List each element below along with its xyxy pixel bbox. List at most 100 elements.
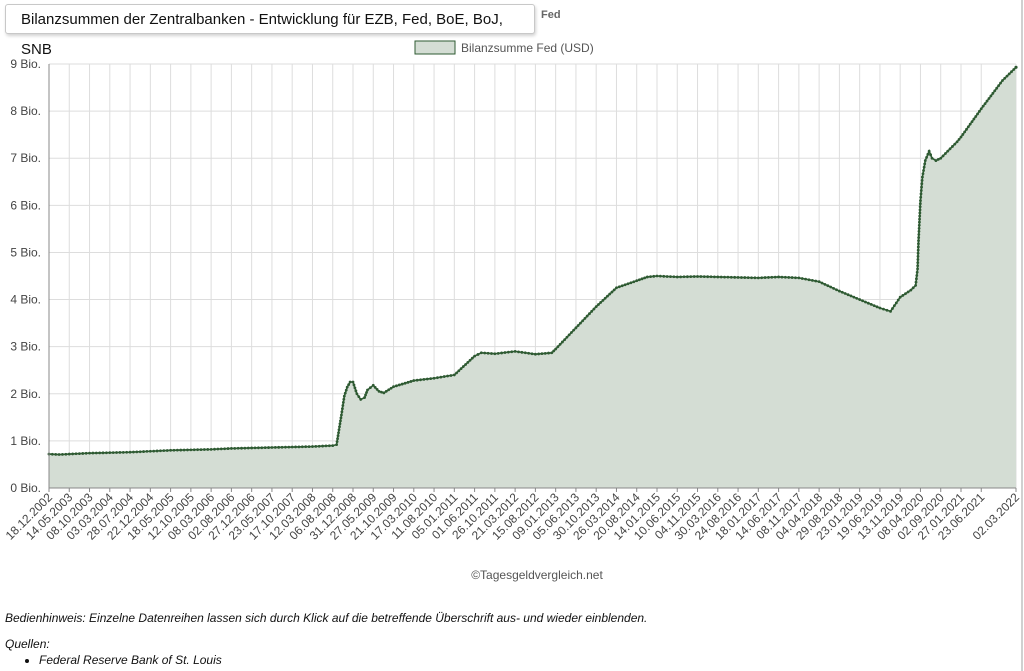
series-point: [846, 293, 850, 297]
series-point: [916, 251, 920, 255]
series-point: [365, 391, 368, 394]
legend[interactable]: Bilanzsumme Fed (USD): [414, 40, 594, 55]
series-point: [750, 276, 753, 280]
series-point: [985, 99, 989, 103]
series-point: [632, 280, 636, 284]
series-point: [917, 242, 920, 246]
legend-label: Bilanzsumme Fed (USD): [461, 41, 594, 55]
series-point: [911, 286, 915, 290]
series-point: [930, 156, 934, 160]
series-point: [814, 279, 818, 283]
series-point: [615, 286, 618, 290]
series-point: [422, 378, 426, 381]
series-point: [832, 286, 836, 290]
series-point: [354, 389, 358, 393]
series-point: [1001, 79, 1004, 82]
series-point: [916, 267, 919, 271]
series-point: [979, 107, 983, 111]
series-point: [675, 275, 679, 279]
series-point: [658, 274, 662, 278]
series-point: [397, 383, 401, 387]
series-point: [468, 358, 472, 362]
series-point: [223, 447, 227, 451]
series-point: [348, 380, 352, 384]
series-point: [777, 275, 780, 279]
series-point: [321, 444, 324, 448]
series-point: [565, 335, 569, 339]
series-point: [517, 350, 520, 354]
series-point: [594, 305, 598, 309]
y-tick-label: 0 Bio.: [10, 481, 41, 495]
series-point: [916, 254, 920, 258]
legend-item[interactable]: Bilanzsumme Fed (USD): [414, 40, 594, 55]
series-point: [626, 282, 630, 286]
series-point: [685, 275, 689, 279]
series-point: [94, 451, 98, 455]
series-point: [425, 377, 429, 381]
series-point: [794, 276, 797, 280]
series-point: [229, 447, 233, 450]
series-point: [773, 275, 777, 279]
sources-list: Federal Reserve Bank of St. Louis: [0, 652, 222, 668]
series-point: [395, 384, 398, 388]
series-point: [893, 304, 896, 308]
series-point: [172, 448, 176, 452]
series-point: [800, 277, 804, 280]
series-point: [995, 86, 999, 90]
series-point: [50, 452, 54, 456]
series-point: [520, 350, 524, 354]
tab-chart-title[interactable]: Bilanzsummen der Zentralbanken - Entwick…: [5, 4, 535, 58]
series-point: [597, 303, 600, 306]
series-point: [783, 275, 787, 279]
series-point: [294, 445, 297, 449]
series-point: [946, 149, 950, 153]
series-point: [756, 276, 760, 280]
series-point: [340, 407, 344, 411]
series-point: [503, 351, 507, 354]
series-point: [389, 386, 393, 390]
series-point: [54, 452, 58, 456]
chart: 0 Bio. 1 Bio. 2 Bio. 3 Bio. 4 Bio. 5 Bio. 6 Bi…: [3, 40, 1022, 582]
series-point: [336, 437, 339, 441]
series-point: [415, 378, 419, 382]
series-point: [588, 312, 591, 316]
series-point: [105, 451, 108, 455]
series-point: [317, 444, 321, 448]
series-point: [866, 301, 870, 305]
series-point: [983, 102, 987, 106]
series-point: [617, 285, 621, 289]
y-tick-label: 5 Bio.: [10, 245, 41, 259]
series-point: [533, 352, 537, 356]
y-tick-label: 4 Bio.: [10, 293, 41, 307]
series-point: [993, 89, 997, 93]
series-point: [974, 115, 978, 118]
series-point: [643, 276, 647, 280]
series-point: [219, 447, 223, 451]
series-point: [696, 275, 699, 278]
series-point: [916, 264, 920, 268]
series-point: [267, 446, 270, 449]
series-point: [889, 309, 892, 313]
series-point: [165, 449, 169, 452]
series-point: [91, 451, 95, 455]
series-point: [341, 404, 345, 407]
series-point: [464, 363, 467, 366]
series-point: [919, 189, 923, 192]
series-point: [736, 276, 740, 279]
series-point: [923, 162, 927, 166]
series-point: [760, 276, 764, 280]
series-point: [199, 448, 203, 452]
series-point: [729, 275, 733, 279]
series-point: [243, 446, 247, 450]
series-point: [284, 445, 287, 449]
series-point: [486, 351, 490, 355]
series-point: [81, 452, 85, 455]
series-point: [118, 451, 122, 454]
tab-fed-fragment[interactable]: Fed: [541, 9, 561, 21]
series-point: [916, 245, 920, 249]
series-point: [563, 338, 567, 341]
series-point: [510, 350, 514, 354]
series-point: [550, 351, 554, 355]
series-point: [767, 276, 770, 279]
series-point: [338, 422, 342, 426]
